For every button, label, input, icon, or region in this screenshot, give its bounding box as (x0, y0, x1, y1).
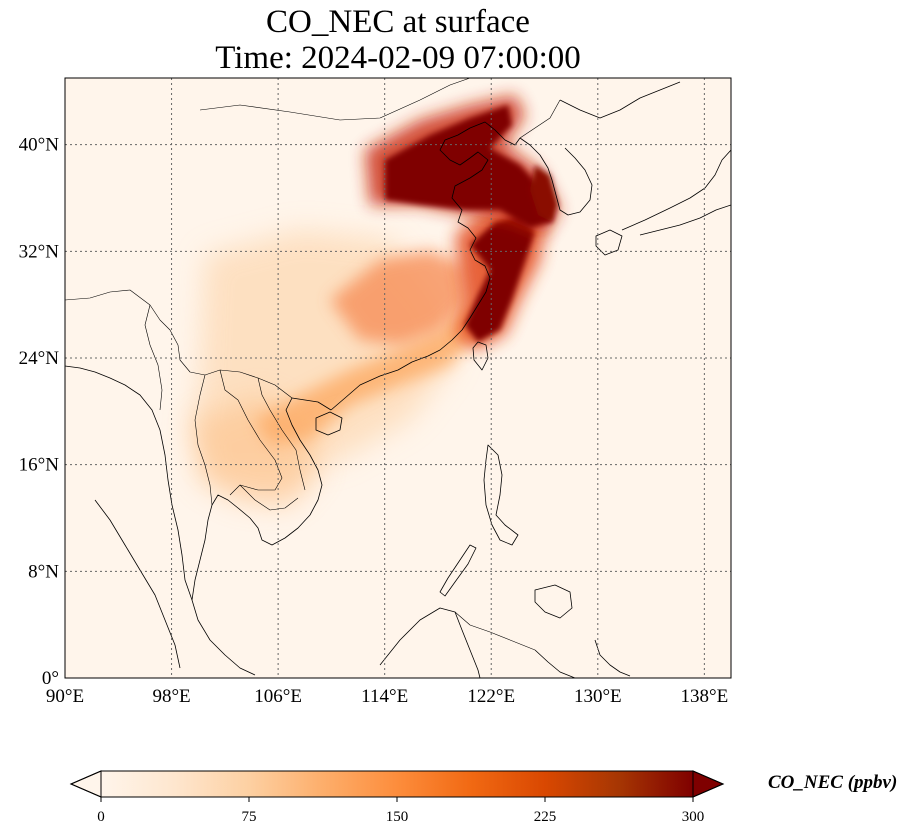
border-laos-thailand (219, 369, 283, 496)
lat-tick-label: 32°N (19, 241, 60, 262)
coastline-vietnam (249, 397, 332, 546)
colorbar: 0 75 150 225 300 CO_NEC (ppbv) (69, 770, 897, 825)
map-subtitle-time: Time: 2024-02-09 07:00:00 (215, 40, 581, 76)
coastline-mindanao (534, 584, 573, 619)
coastline-japan-kyushu (595, 229, 623, 256)
plume-east-china-sea-core (465, 215, 535, 342)
coastline-russia (559, 81, 681, 119)
plume-north-china-core (385, 105, 552, 228)
map-frame (64, 77, 732, 679)
coastline-hainan (315, 411, 343, 436)
lon-tick-label: 106°E (254, 686, 302, 707)
coastline-japan-honshu (621, 149, 731, 231)
coastline-japan-south (639, 204, 731, 236)
coastline-korea (519, 137, 593, 216)
border-malaysia-borneo (454, 611, 536, 651)
border-china-indochina (65, 289, 293, 399)
lon-tick-label: 98°E (152, 686, 190, 707)
border-cambodia (239, 484, 299, 511)
coastlines (65, 81, 731, 678)
lon-tick-label: 90°E (46, 686, 84, 707)
coastline-sumatra (94, 499, 181, 669)
coastline-taiwan (472, 341, 489, 371)
lat-tick-label: 24°N (19, 348, 60, 369)
colorbar-tick-label: 300 (682, 809, 705, 825)
lat-tick-label: 16°N (19, 455, 60, 476)
lat-tick-label: 8°N (28, 561, 59, 582)
map-title: CO_NEC at surface (266, 4, 530, 40)
colorbar-tick-label: 75 (242, 809, 257, 825)
colorbar-extend-max (692, 770, 725, 798)
axis-ticks: 90°E 98°E 106°E 114°E 122°E 130°E 138°E 0° 8°N 16… (19, 135, 729, 707)
border-myanmar-thailand (194, 374, 213, 506)
border-china-mongolia (199, 78, 471, 121)
border-laos-vietnam (257, 377, 306, 491)
lat-tick-label: 0° (42, 668, 59, 689)
coastline-sulawesi (594, 639, 631, 677)
lat-tick-label: 40°N (19, 135, 60, 156)
plume-central-china (330, 250, 470, 345)
colorbar-extend-min (69, 770, 102, 798)
colorbar-label: CO_NEC (ppbv) (768, 772, 897, 793)
coastline-china-east (330, 121, 521, 411)
colorbar-tick-label: 225 (534, 809, 557, 825)
border-myanmar-india (144, 304, 163, 411)
lon-tick-label: 114°E (361, 686, 408, 707)
coastline-luzon (483, 444, 519, 546)
colorbar-bar (101, 771, 693, 797)
colorbar-tick-label: 150 (386, 809, 409, 825)
concentration-field (190, 95, 560, 505)
country-borders (65, 78, 561, 651)
colorbar-ticks: 0 75 150 225 300 (97, 797, 704, 825)
plume-south-china-coast (255, 300, 480, 445)
coastline-andaman (65, 365, 193, 601)
plume-korea-west-coast (530, 165, 558, 222)
coastline-gulf-of-thailand (191, 494, 256, 676)
lon-tick-label: 138°E (681, 686, 729, 707)
border-china-korea (519, 99, 561, 139)
graticule (65, 78, 731, 678)
coastline-palawan (439, 544, 477, 597)
colorbar-tick-label: 0 (97, 809, 105, 825)
lon-tick-label: 130°E (574, 686, 622, 707)
lon-tick-label: 122°E (467, 686, 515, 707)
coastline-kalimantan-east (534, 649, 576, 678)
